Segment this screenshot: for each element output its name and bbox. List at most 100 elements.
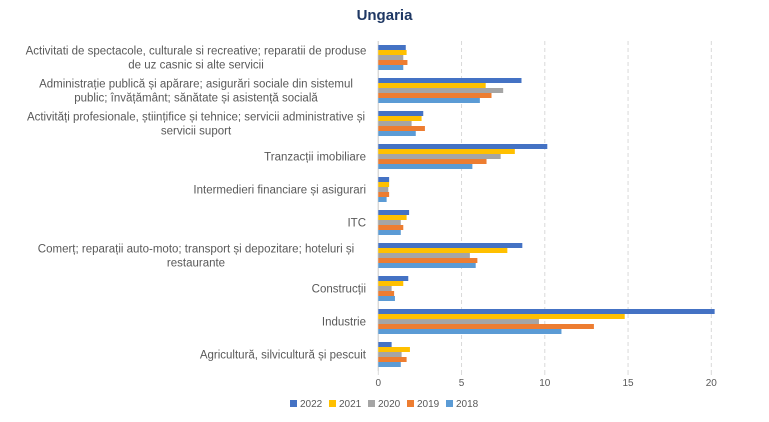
bar-2019 — [378, 291, 395, 296]
legend-swatch — [329, 400, 336, 407]
bar-2020 — [378, 154, 501, 159]
bar-2019 — [378, 357, 407, 362]
legend-swatch — [368, 400, 375, 407]
bar-2020 — [378, 253, 470, 258]
category-label-line: Activități profesionale, științifice și … — [27, 112, 365, 124]
bar-2022 — [378, 177, 390, 182]
category-label-line: Construcții — [312, 284, 366, 296]
category-label-line: Intermedieri financiare și asigurari — [193, 185, 366, 197]
bar-2021 — [378, 215, 407, 220]
x-tick-label: 0 — [376, 378, 382, 389]
bar-2021 — [378, 149, 515, 154]
bar-2018 — [378, 98, 480, 103]
bar-2021 — [378, 50, 407, 55]
category-label: Industrie — [322, 317, 366, 329]
category-label: Agricultură, silvicultură și pescuit — [200, 350, 367, 362]
category-label-line: restaurante — [167, 258, 225, 270]
bar-2020 — [378, 220, 401, 225]
bar-2022 — [378, 210, 410, 215]
chart-title: Ungaria — [356, 7, 413, 24]
category-label-line: Administrație publică și apărare; asigur… — [39, 79, 353, 91]
bar-2018 — [378, 197, 387, 202]
bar-2019 — [378, 60, 408, 65]
category-label-line: Activitati de spectacole, culturale si r… — [26, 46, 367, 58]
bars — [378, 45, 715, 367]
legend-item-2019: 2019 — [407, 399, 440, 410]
bar-2021 — [378, 182, 390, 187]
legend-label: 2019 — [417, 399, 440, 410]
bar-2019 — [378, 324, 594, 329]
bar-2018 — [378, 296, 395, 301]
bar-2021 — [378, 83, 486, 88]
bar-2020 — [378, 286, 392, 291]
category-label-line: Tranzacții imobiliare — [264, 152, 366, 164]
bar-2018 — [378, 230, 401, 235]
bar-2022 — [378, 276, 409, 281]
legend-label: 2021 — [339, 399, 362, 410]
bar-2019 — [378, 192, 390, 197]
bar-2019 — [378, 93, 492, 98]
legend-item-2018: 2018 — [446, 399, 479, 410]
bar-2018 — [378, 362, 401, 367]
bar-2021 — [378, 248, 508, 253]
bar-2020 — [378, 55, 404, 60]
x-tick-label: 15 — [622, 378, 634, 389]
x-tick-label: 5 — [459, 378, 465, 389]
bar-2019 — [378, 258, 478, 263]
legend-label: 2022 — [300, 399, 323, 410]
legend-item-2022: 2022 — [290, 399, 323, 410]
bar-2022 — [378, 45, 406, 50]
category-label: Construcții — [312, 284, 366, 296]
bar-2018 — [378, 329, 562, 334]
x-tick-label: 20 — [706, 378, 718, 389]
legend: 2022 2021 2020 2019 2018 — [290, 399, 479, 410]
bar-2019 — [378, 126, 425, 131]
category-label: Administrație publică și apărare; asigur… — [39, 79, 353, 105]
x-tick-label: 10 — [539, 378, 551, 389]
bar-2018 — [378, 131, 416, 136]
category-label-line: public; învățământ; sănătate și asistenț… — [74, 93, 318, 105]
legend-item-2021: 2021 — [329, 399, 362, 410]
category-label-line: Industrie — [322, 317, 366, 329]
legend-swatch — [446, 400, 453, 407]
category-labels: Activitati de spectacole, culturale si r… — [26, 46, 367, 362]
category-label-line: Agricultură, silvicultură și pescuit — [200, 350, 367, 362]
bar-2022 — [378, 243, 523, 248]
bar-2022 — [378, 144, 548, 149]
bar-2021 — [378, 314, 625, 319]
category-label: Tranzacții imobiliare — [264, 152, 366, 164]
bar-2020 — [378, 88, 504, 93]
bar-2019 — [378, 159, 487, 164]
bar-2021 — [378, 281, 404, 286]
bar-2019 — [378, 225, 404, 230]
bar-2022 — [378, 111, 424, 116]
bar-2021 — [378, 347, 410, 352]
bar-2020 — [378, 352, 402, 357]
bar-2022 — [378, 309, 715, 314]
legend-swatch — [407, 400, 414, 407]
legend-label: 2020 — [378, 399, 401, 410]
legend-label: 2018 — [456, 399, 479, 410]
category-label: Intermedieri financiare și asigurari — [193, 185, 366, 197]
bar-2020 — [378, 319, 539, 324]
bar-2020 — [378, 121, 412, 126]
x-tick-labels: 0 5 10 15 20 — [376, 378, 718, 389]
bar-2020 — [378, 187, 389, 192]
bar-2021 — [378, 116, 422, 121]
category-label: Comerț; reparații auto-moto; transport ș… — [38, 244, 354, 270]
category-label-line: de uz casnic si alte servicii — [128, 60, 264, 72]
bar-2018 — [378, 65, 404, 70]
category-label: Activități profesionale, științifice și … — [27, 112, 365, 138]
category-label-line: servicii suport — [161, 126, 232, 138]
bar-2018 — [378, 164, 473, 169]
bar-2022 — [378, 78, 522, 83]
category-label: Activitati de spectacole, culturale si r… — [26, 46, 367, 72]
legend-swatch — [290, 400, 297, 407]
legend-item-2020: 2020 — [368, 399, 401, 410]
bar-2018 — [378, 263, 476, 268]
category-label: ITC — [347, 218, 366, 230]
bar-2022 — [378, 342, 392, 347]
category-label-line: Comerț; reparații auto-moto; transport ș… — [38, 244, 354, 256]
category-label-line: ITC — [347, 218, 366, 230]
